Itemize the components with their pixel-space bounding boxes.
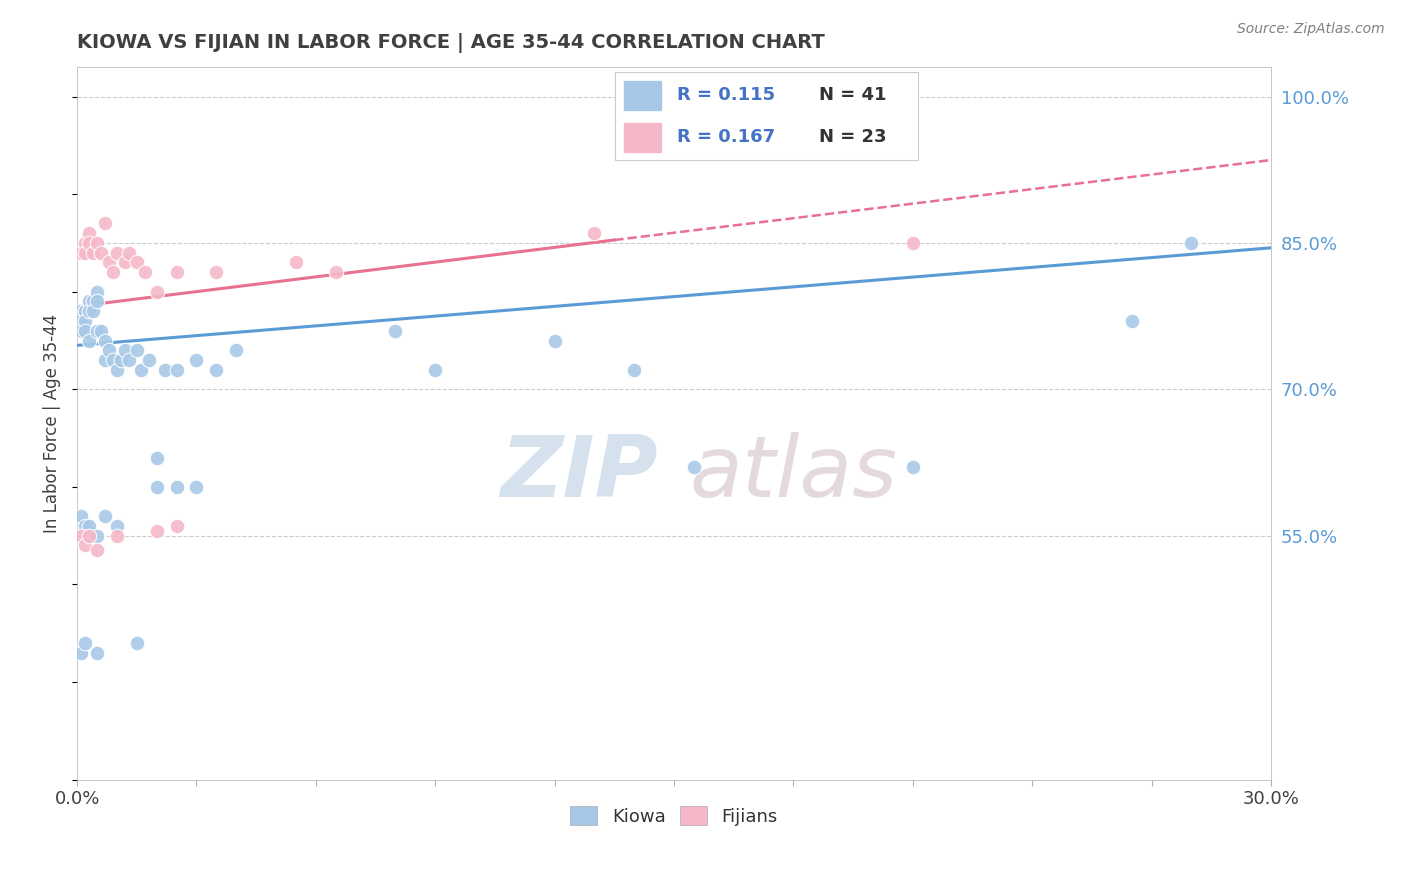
Point [125, 343, 148, 358]
Point [77, 294, 100, 309]
Point [77, 235, 100, 250]
Point [86, 529, 108, 543]
Point [86, 294, 108, 309]
Point [901, 460, 924, 475]
Point [325, 265, 347, 279]
Point [166, 363, 188, 377]
Text: KIOWA VS FIJIAN IN LABOR FORCE | AGE 35-44 CORRELATION CHART: KIOWA VS FIJIAN IN LABOR FORCE | AGE 35-… [77, 33, 825, 53]
Point [70, 324, 93, 338]
Point [70, 314, 93, 328]
Text: ZIP: ZIP [499, 432, 658, 515]
Point [94, 216, 117, 230]
Point [225, 343, 247, 358]
Point [105, 245, 128, 260]
Point [901, 235, 924, 250]
Point [86, 324, 108, 338]
Point [97, 343, 120, 358]
Point [129, 363, 152, 377]
Point [77, 304, 100, 318]
Point [114, 255, 136, 269]
Text: N = 23: N = 23 [818, 128, 886, 146]
Text: Source: ZipAtlas.com: Source: ZipAtlas.com [1237, 22, 1385, 37]
Legend: Kiowa, Fijians: Kiowa, Fijians [561, 797, 787, 835]
Point [425, 363, 447, 377]
Point [145, 285, 167, 299]
Point [97, 255, 120, 269]
Point [94, 509, 117, 524]
Point [544, 334, 567, 348]
FancyBboxPatch shape [614, 72, 918, 160]
Point [73, 636, 96, 650]
Point [683, 460, 706, 475]
Point [94, 334, 117, 348]
FancyBboxPatch shape [624, 81, 661, 110]
Point [86, 235, 108, 250]
Point [73, 304, 96, 318]
Point [105, 529, 128, 543]
FancyBboxPatch shape [624, 123, 661, 152]
Point [86, 646, 108, 660]
Point [94, 353, 117, 368]
Point [82, 294, 104, 309]
Point [77, 226, 100, 240]
Point [186, 353, 208, 368]
Point [1121, 314, 1143, 328]
Point [105, 363, 128, 377]
Point [73, 324, 96, 338]
Point [73, 519, 96, 533]
Point [70, 245, 93, 260]
Point [86, 285, 108, 299]
Point [125, 636, 148, 650]
Point [82, 304, 104, 318]
Point [114, 343, 136, 358]
Text: R = 0.167: R = 0.167 [676, 128, 775, 146]
Point [583, 226, 606, 240]
Point [623, 363, 645, 377]
Point [86, 543, 108, 558]
Point [73, 538, 96, 552]
Point [118, 245, 141, 260]
Point [145, 524, 167, 538]
Point [73, 304, 96, 318]
Point [77, 519, 100, 533]
Point [125, 255, 148, 269]
Point [70, 529, 93, 543]
Point [73, 245, 96, 260]
Point [145, 450, 167, 465]
Point [77, 334, 100, 348]
Point [205, 265, 228, 279]
Point [138, 353, 160, 368]
Point [105, 519, 128, 533]
Text: R = 0.115: R = 0.115 [676, 87, 775, 104]
Point [101, 265, 124, 279]
Point [101, 353, 124, 368]
Point [77, 529, 100, 543]
Point [70, 646, 93, 660]
Point [153, 363, 176, 377]
Text: atlas: atlas [689, 432, 897, 515]
Text: N = 41: N = 41 [818, 87, 886, 104]
Point [186, 480, 208, 494]
Point [205, 363, 228, 377]
Point [145, 480, 167, 494]
Y-axis label: In Labor Force | Age 35-44: In Labor Force | Age 35-44 [44, 314, 60, 533]
Point [166, 480, 188, 494]
Point [384, 324, 406, 338]
Point [134, 265, 156, 279]
Point [110, 353, 132, 368]
Point [90, 245, 112, 260]
Point [73, 314, 96, 328]
Point [285, 255, 308, 269]
Point [166, 265, 188, 279]
Point [166, 519, 188, 533]
Point [70, 304, 93, 318]
Point [118, 353, 141, 368]
Point [1180, 235, 1202, 250]
Point [73, 235, 96, 250]
Point [82, 245, 104, 260]
Point [90, 324, 112, 338]
Point [70, 509, 93, 524]
